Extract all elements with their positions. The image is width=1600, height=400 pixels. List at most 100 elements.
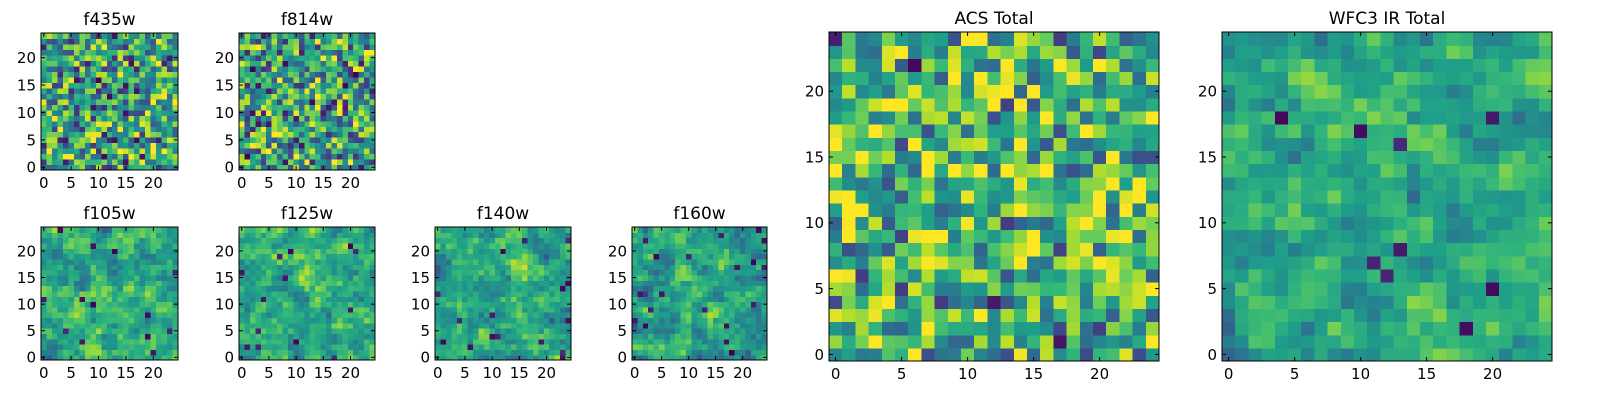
heatmap-cell <box>505 312 512 319</box>
heatmap-cell <box>79 33 86 40</box>
heatmap-cell <box>353 159 360 166</box>
heatmap-cell <box>473 237 480 244</box>
heatmap-cell <box>73 148 80 155</box>
panel-title: f160w <box>673 204 725 224</box>
heatmap-cell <box>347 285 354 292</box>
heatmap-cell <box>473 306 480 313</box>
heatmap-cell <box>95 49 102 56</box>
heatmap-cell <box>260 349 267 356</box>
heatmap-cell <box>921 268 936 283</box>
panel-title: f814w <box>281 10 333 30</box>
heatmap-cell <box>139 296 146 303</box>
heatmap-cell <box>90 274 97 281</box>
heatmap-cell <box>145 312 152 319</box>
heatmap-cell <box>895 295 909 309</box>
heatmap-cell <box>112 65 119 72</box>
heatmap-cell <box>255 344 262 350</box>
heatmap-cell <box>467 242 474 249</box>
heatmap-cell <box>511 322 518 329</box>
heatmap-cell <box>117 242 124 249</box>
heatmap-cell <box>921 45 936 59</box>
heatmap-cell <box>664 274 671 281</box>
heatmap-cell <box>713 237 719 244</box>
heatmap-cell <box>358 164 365 171</box>
heatmap-cell <box>637 354 644 361</box>
heatmap-cell <box>642 237 649 244</box>
heatmap-cell <box>298 148 305 155</box>
heatmap-cell <box>1525 216 1540 230</box>
heatmap-cell <box>101 242 108 249</box>
heatmap-cell <box>41 104 48 111</box>
heatmap-cell <box>648 232 655 239</box>
heatmap-cell <box>653 328 660 334</box>
heatmap-cell <box>921 137 936 152</box>
heatmap-cell <box>68 253 75 260</box>
heatmap-cell <box>1145 97 1160 112</box>
heatmap-cell <box>745 285 752 292</box>
heatmap-cell <box>41 93 48 100</box>
heatmap-cell <box>46 274 53 281</box>
heatmap-cell <box>128 54 135 61</box>
heatmap-cell <box>287 264 294 271</box>
heatmap-cell <box>750 338 757 345</box>
heatmap-cell <box>95 109 102 116</box>
heatmap-cell <box>740 253 746 260</box>
x-tick-label: 5 <box>460 364 470 382</box>
heatmap-cell <box>244 82 251 89</box>
heatmap-cell <box>1027 255 1041 270</box>
heatmap-cell <box>974 150 988 165</box>
heatmap-cell <box>112 76 119 83</box>
heatmap-cell <box>156 60 163 67</box>
heatmap-cell <box>1393 163 1408 178</box>
heatmap-cell <box>68 328 75 334</box>
heatmap-cell <box>435 258 442 265</box>
heatmap-cell <box>696 328 703 334</box>
heatmap-cell <box>336 115 343 122</box>
heatmap-cell <box>648 333 655 340</box>
heatmap-cell <box>1013 163 1028 178</box>
heatmap-cell <box>84 301 91 308</box>
heatmap-cell <box>239 322 246 329</box>
heatmap-cell <box>161 43 168 51</box>
heatmap-cell <box>675 312 682 319</box>
heatmap-cell <box>145 354 152 361</box>
heatmap-cell <box>123 38 130 45</box>
heatmap-cell <box>353 280 360 287</box>
heatmap-cell <box>494 280 501 287</box>
heatmap-cell <box>483 269 490 276</box>
heatmap-cell <box>282 290 289 297</box>
heatmap-cell <box>255 290 262 297</box>
heatmap-cell <box>745 227 752 233</box>
heatmap-cell <box>718 306 725 313</box>
heatmap-cell <box>543 322 550 329</box>
heatmap-cell <box>239 120 246 127</box>
heatmap-cell <box>664 285 671 292</box>
x-tick-label: 20 <box>537 364 556 382</box>
heatmap-cell <box>320 142 327 149</box>
heatmap-cell <box>1274 268 1289 283</box>
heatmap-cell <box>543 312 550 319</box>
heatmap-cell <box>483 338 490 345</box>
heatmap-cell <box>467 344 474 350</box>
heatmap-cell <box>347 328 354 334</box>
heatmap-cell <box>326 258 333 265</box>
heatmap-cell <box>1079 347 1094 362</box>
heatmap-cell <box>1132 84 1147 99</box>
heatmap-cell <box>315 43 322 51</box>
heatmap-cell <box>500 333 507 340</box>
heatmap-cell <box>855 242 870 257</box>
heatmap-cell <box>1093 150 1107 165</box>
heatmap-cell <box>95 285 102 292</box>
heatmap-cell <box>277 93 284 100</box>
heatmap-cell <box>68 306 75 313</box>
heatmap-cell <box>473 349 480 356</box>
heatmap-cell <box>134 280 141 287</box>
heatmap-cell <box>707 301 714 308</box>
heatmap-cell <box>1145 308 1160 323</box>
heatmap-cell <box>364 142 371 149</box>
heatmap-cell <box>62 142 69 149</box>
heatmap-cell <box>745 338 752 345</box>
heatmap-cell <box>451 290 458 297</box>
heatmap-cell <box>117 93 124 100</box>
heatmap-cell <box>549 317 556 324</box>
